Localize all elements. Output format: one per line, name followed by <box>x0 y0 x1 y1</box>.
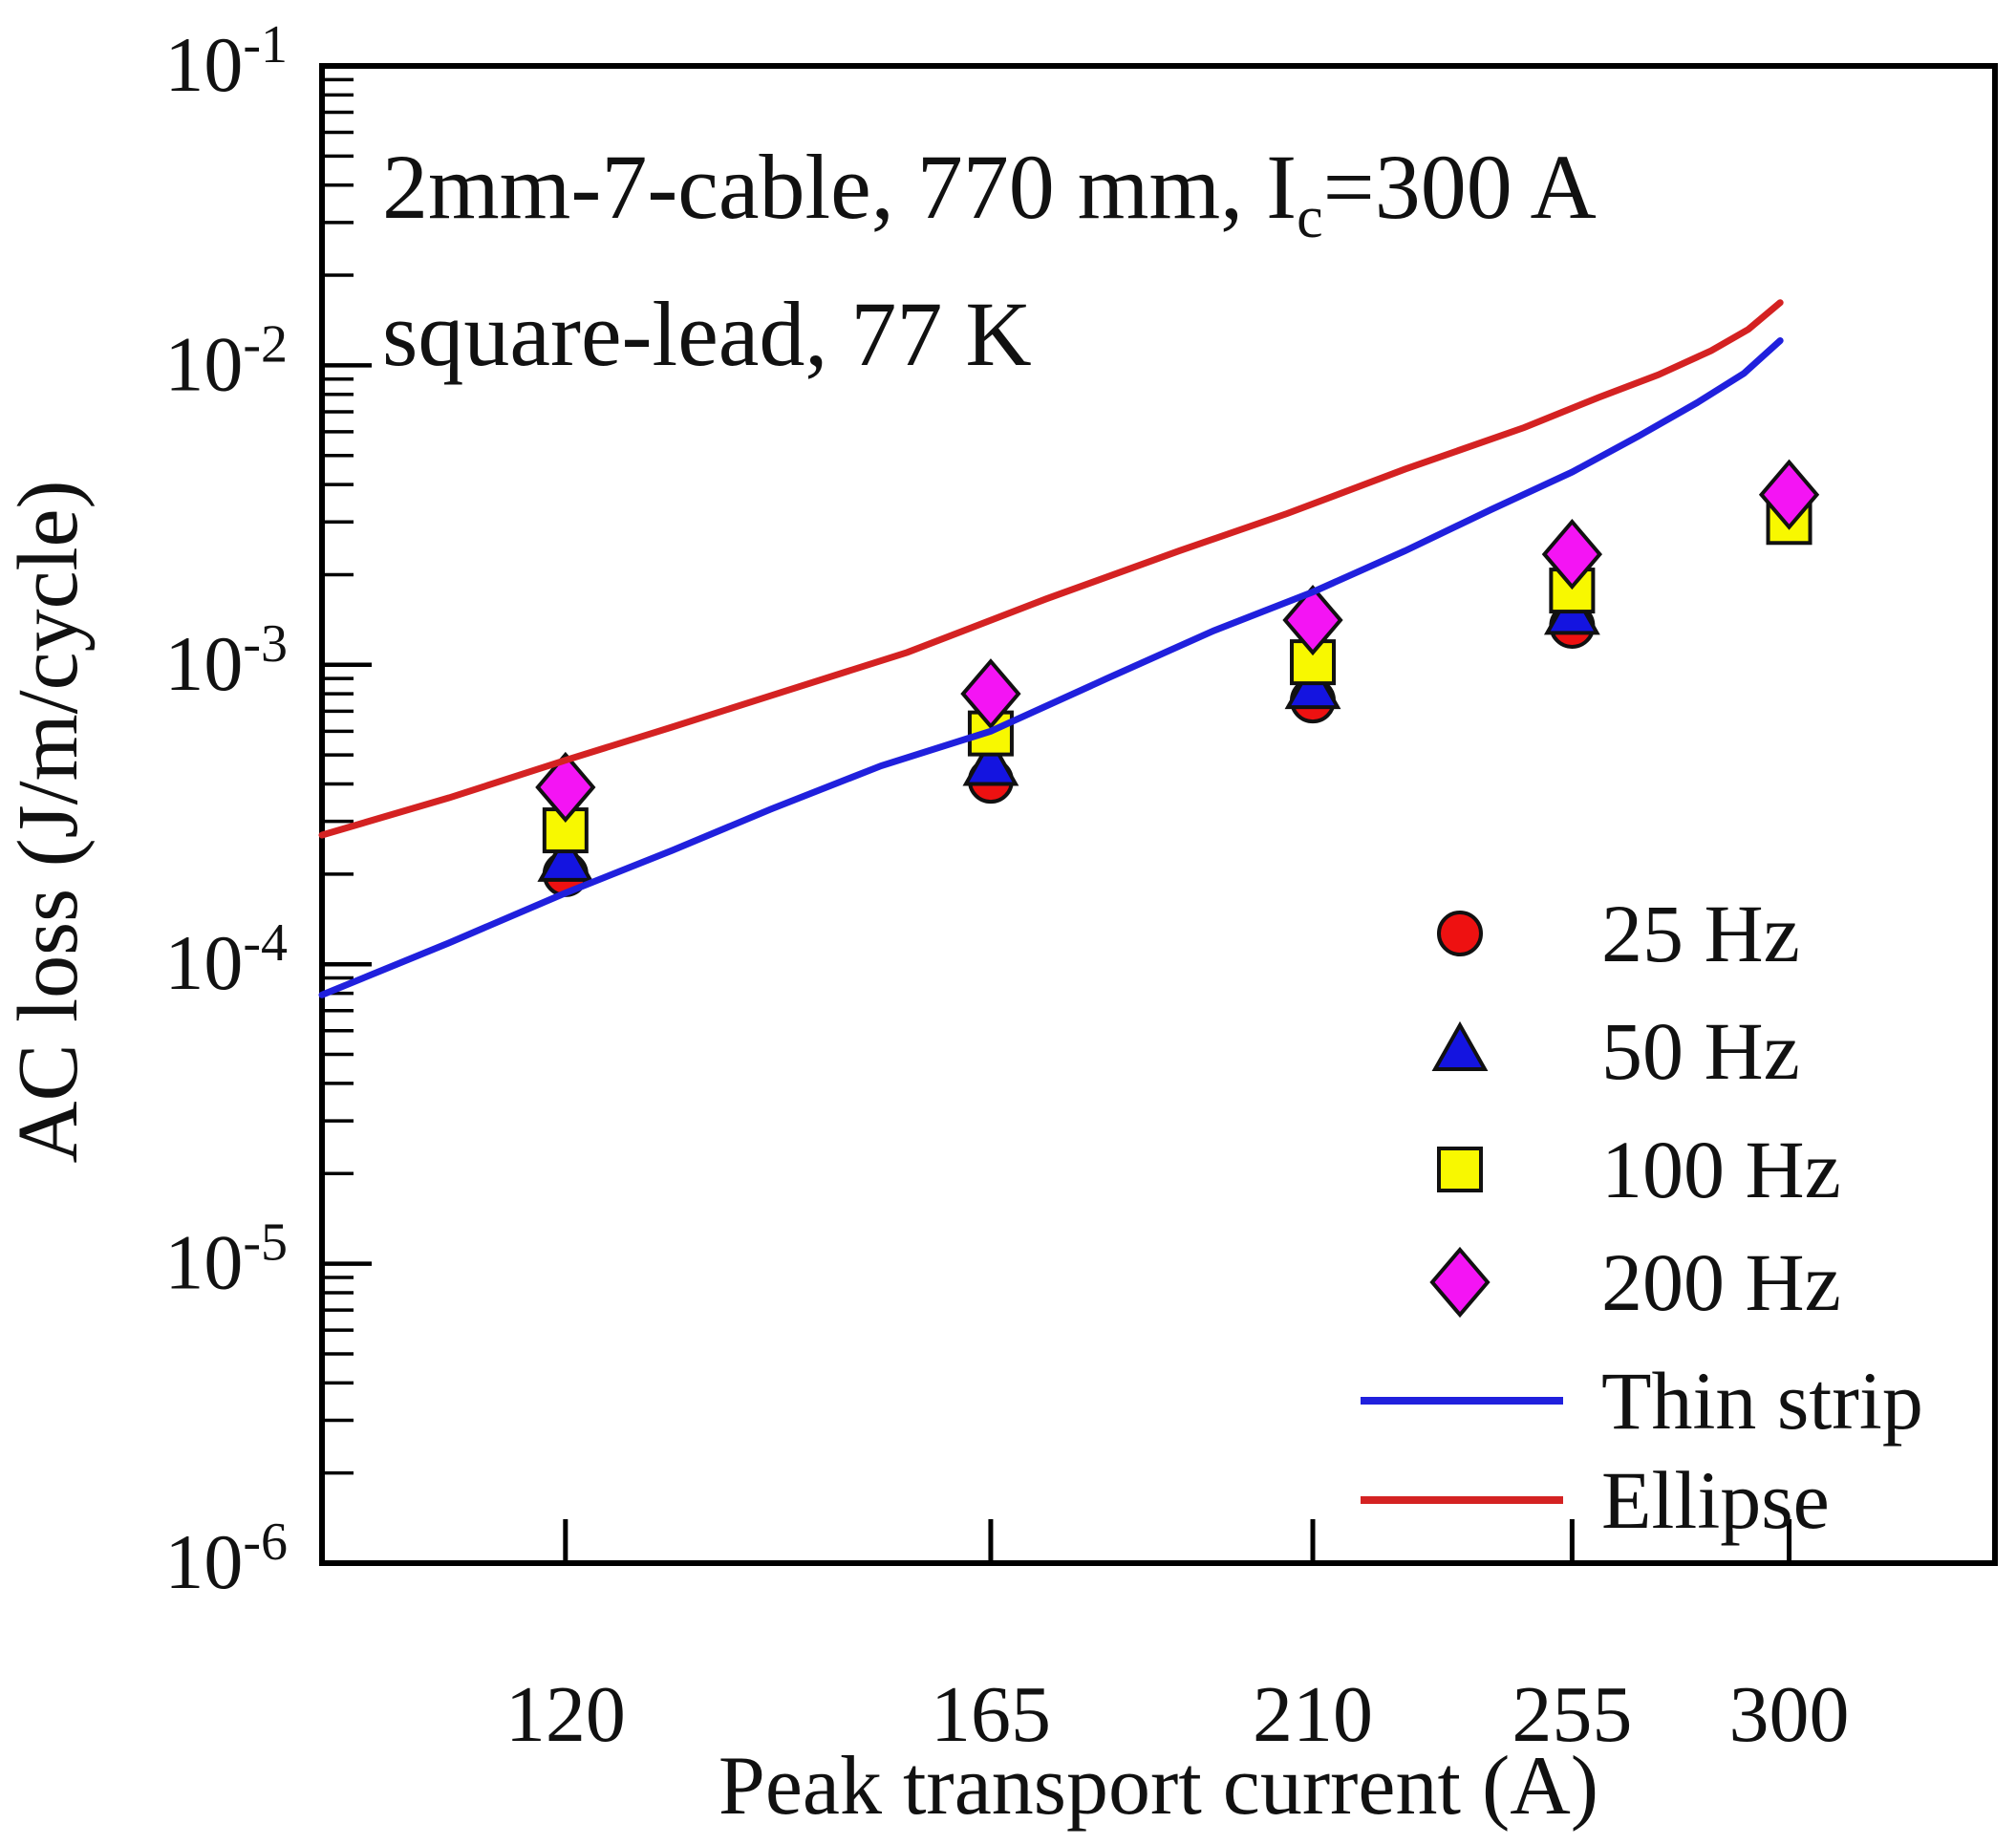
curve-ellipse <box>318 299 1784 839</box>
y-tick-label: 10-5 <box>164 1213 288 1306</box>
legend-label-200-hz: 200 Hz <box>1601 1236 1841 1328</box>
x-axis-title: Peak transport current (A) <box>718 1740 1598 1833</box>
data-point-200hz <box>1541 519 1603 590</box>
legend-label-50-hz: 50 Hz <box>1601 1005 1800 1097</box>
x-tick-label: 120 <box>505 1670 626 1759</box>
data-point-50hz <box>962 736 1019 786</box>
legend-label-ellipse: Ellipse <box>1601 1454 1830 1546</box>
y-tick-label: 10-3 <box>164 614 288 707</box>
y-tick-label: 10-2 <box>164 314 288 407</box>
plot-title-line2: square-lead, 77 K <box>382 283 1032 385</box>
curve-thin-strip <box>318 337 1784 998</box>
x-tick-label: 255 <box>1512 1670 1632 1759</box>
plot-frame <box>319 63 1998 1566</box>
x-tick-label: 210 <box>1253 1670 1373 1759</box>
y-tick-label: 10-4 <box>164 913 288 1006</box>
x-tick-label: 165 <box>931 1670 1051 1759</box>
legend-marker-100-hz <box>1437 1147 1483 1192</box>
data-point-200hz <box>1282 584 1343 656</box>
data-point-50hz <box>537 831 594 882</box>
legend-marker-50-hz <box>1431 1020 1489 1071</box>
legend-marker-25-hz <box>1437 911 1483 956</box>
legend-marker-200-hz <box>1429 1246 1491 1319</box>
legend-label-thin-strip: Thin strip <box>1601 1355 1923 1447</box>
data-point-200hz <box>960 658 1021 730</box>
plot-title-line1: 2mm-7-cable, 770 mm, Ic=300 A <box>382 136 1597 250</box>
y-axis-title: AC loss (J/m/cycle) <box>1 481 96 1164</box>
x-tick-label: 300 <box>1729 1670 1850 1759</box>
data-point-200hz <box>535 751 596 824</box>
y-tick-label: 10-6 <box>164 1512 288 1605</box>
legend-label-100-hz: 100 Hz <box>1601 1124 1841 1215</box>
y-tick-label: 10-1 <box>164 15 288 108</box>
legend-label-25-hz: 25 Hz <box>1601 888 1800 979</box>
data-point-50hz <box>1284 659 1341 710</box>
data-point-200hz <box>1758 459 1820 530</box>
